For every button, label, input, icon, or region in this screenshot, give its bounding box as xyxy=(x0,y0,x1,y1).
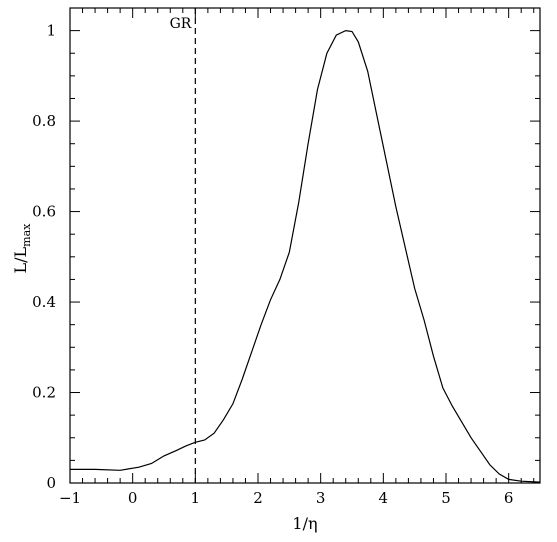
x-tick-label: 0 xyxy=(128,489,138,507)
y-tick-label: 0 xyxy=(46,474,56,492)
gr-label: GR xyxy=(170,16,192,32)
y-tick-label: 1 xyxy=(46,22,56,40)
x-tick-label: −1 xyxy=(59,489,81,507)
y-tick-labels: 0 0.2 0.4 0.6 0.8 1 xyxy=(32,22,56,492)
x-tick-label: 6 xyxy=(504,489,514,507)
x-tick-label: 1 xyxy=(191,489,201,507)
y-tick-label: 0.4 xyxy=(32,293,56,311)
y-axis-label: L/Lmax xyxy=(11,223,33,274)
x-tick-label: 5 xyxy=(441,489,451,507)
y-axis-label-text: L/Lmax xyxy=(11,223,33,274)
x-tick-label: 2 xyxy=(253,489,263,507)
y-axis-label-main: L/L xyxy=(11,246,30,273)
x-tick-label: 4 xyxy=(379,489,389,507)
x-axis-label: 1/η xyxy=(292,514,317,533)
y-axis-label-subscript: max xyxy=(20,223,33,247)
likelihood-curve xyxy=(70,29,541,483)
ticks-layer xyxy=(69,7,540,484)
x-tick-label: 3 xyxy=(316,489,326,507)
plot-frame xyxy=(69,7,541,484)
y-tick-label: 0.8 xyxy=(32,112,56,130)
y-tick-label: 0.6 xyxy=(32,203,56,221)
y-tick-label: 0.2 xyxy=(32,384,56,402)
x-tick-labels: −1 0 1 2 3 4 5 6 xyxy=(59,489,514,507)
